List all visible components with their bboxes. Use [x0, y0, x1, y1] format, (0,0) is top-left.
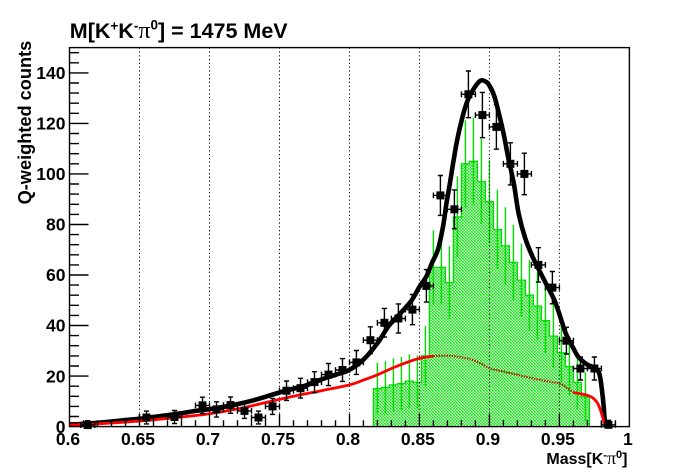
svg-text:60: 60: [46, 265, 66, 285]
svg-text:M[K+K-π0] = 1475 MeV: M[K+K-π0] = 1475 MeV: [70, 17, 289, 44]
svg-text:0.95: 0.95: [541, 429, 575, 449]
svg-text:40: 40: [46, 316, 66, 336]
svg-text:1: 1: [623, 429, 633, 449]
svg-text:0.65: 0.65: [121, 429, 155, 449]
svg-text:0.6: 0.6: [56, 429, 81, 449]
svg-text:Mass[K-π0]: Mass[K-π0]: [546, 448, 627, 468]
svg-text:140: 140: [36, 63, 65, 83]
svg-text:80: 80: [46, 215, 66, 235]
svg-text:0: 0: [56, 417, 66, 437]
svg-text:120: 120: [36, 114, 65, 134]
svg-text:0.75: 0.75: [261, 429, 295, 449]
svg-text:Q-weighted counts: Q-weighted counts: [15, 41, 35, 205]
svg-text:0.9: 0.9: [476, 429, 501, 449]
svg-text:20: 20: [46, 366, 66, 386]
svg-text:0.85: 0.85: [401, 429, 435, 449]
svg-text:0.7: 0.7: [196, 429, 220, 449]
svg-text:100: 100: [36, 164, 65, 184]
svg-text:0.8: 0.8: [336, 429, 361, 449]
